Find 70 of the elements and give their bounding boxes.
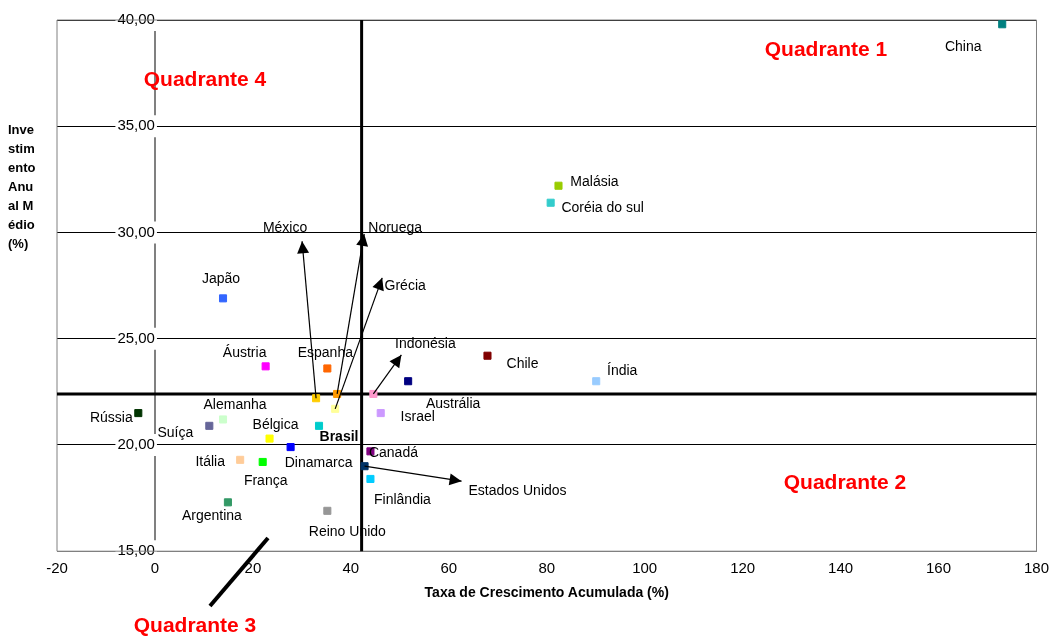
x-tick-label: 120	[730, 559, 756, 577]
series-label: França	[243, 471, 288, 488]
series-label: Bélgica	[252, 416, 299, 433]
text: México	[262, 219, 308, 236]
point	[236, 455, 245, 464]
point	[261, 362, 270, 371]
point	[314, 421, 324, 430]
x-tick-label: -20	[46, 559, 68, 577]
point	[223, 498, 232, 507]
point	[218, 415, 228, 424]
series-label: Israel	[400, 407, 435, 424]
series-label: Índia	[607, 362, 638, 379]
series-label: Dinamarca	[284, 453, 353, 470]
point	[376, 409, 385, 418]
point	[546, 198, 555, 207]
point	[404, 377, 413, 386]
point	[360, 462, 369, 471]
series-label: Itália	[195, 452, 226, 469]
point	[258, 457, 267, 466]
y-tick-label: 25,00	[117, 328, 155, 346]
point	[134, 409, 143, 418]
text: Grécia	[384, 276, 427, 293]
point	[323, 506, 332, 515]
point	[218, 294, 228, 303]
y-tick-label: 40,00	[117, 10, 155, 28]
series-label: Japão	[201, 270, 241, 287]
text: Noruega	[368, 218, 423, 235]
series-label: China	[944, 38, 982, 55]
text: Quadrante 3	[133, 612, 257, 636]
x-tick-label: 0	[150, 559, 160, 577]
point	[592, 377, 601, 386]
point	[369, 389, 378, 398]
series-label: Finlândia	[374, 490, 432, 507]
point	[366, 474, 375, 483]
series-label: Brasil	[319, 427, 359, 444]
y-tick-label: 20,00	[117, 435, 155, 453]
annotation: Quadrante 1	[764, 36, 888, 60]
point	[205, 421, 214, 430]
y-axis-title: Investimento Anual Médio (%)	[8, 121, 37, 253]
x-tick-label: 180	[1023, 559, 1049, 577]
annotation: Quadrante 4	[143, 66, 267, 90]
point	[483, 351, 492, 360]
y-tick-label: 35,00	[117, 116, 155, 134]
series-label: Alemanha	[203, 396, 267, 413]
x-axis-title: Taxa de Crescimento Acumulada (%)	[424, 584, 669, 601]
x-tick-label: 100	[632, 559, 658, 577]
point	[323, 364, 332, 373]
series-label: Argentina	[181, 507, 243, 524]
text: Estados Unidos	[468, 482, 567, 499]
x-tick-label: 40	[342, 559, 360, 577]
point	[554, 181, 563, 190]
series-label: Malásia	[570, 172, 619, 189]
text: Indonésia	[395, 334, 456, 351]
y-tick-label: 30,00	[117, 222, 155, 240]
annotation: Quadrante 2	[783, 469, 907, 493]
series-label: Coréia do sul	[561, 198, 644, 215]
point	[286, 443, 295, 452]
series-label: Rússia	[89, 408, 133, 425]
point	[998, 20, 1007, 29]
y-tick-label: 15,00	[117, 541, 155, 559]
series-label: Áustria	[222, 344, 267, 361]
series-label: Canadá	[368, 444, 419, 461]
x-tick-label: 80	[538, 559, 556, 577]
point	[265, 434, 274, 443]
point	[331, 404, 340, 413]
series-label: Suíça	[157, 423, 194, 440]
x-tick-label: 160	[926, 559, 952, 577]
x-tick-label: 140	[828, 559, 854, 577]
series-label: Chile	[506, 354, 539, 371]
x-tick-label: 60	[440, 559, 458, 577]
